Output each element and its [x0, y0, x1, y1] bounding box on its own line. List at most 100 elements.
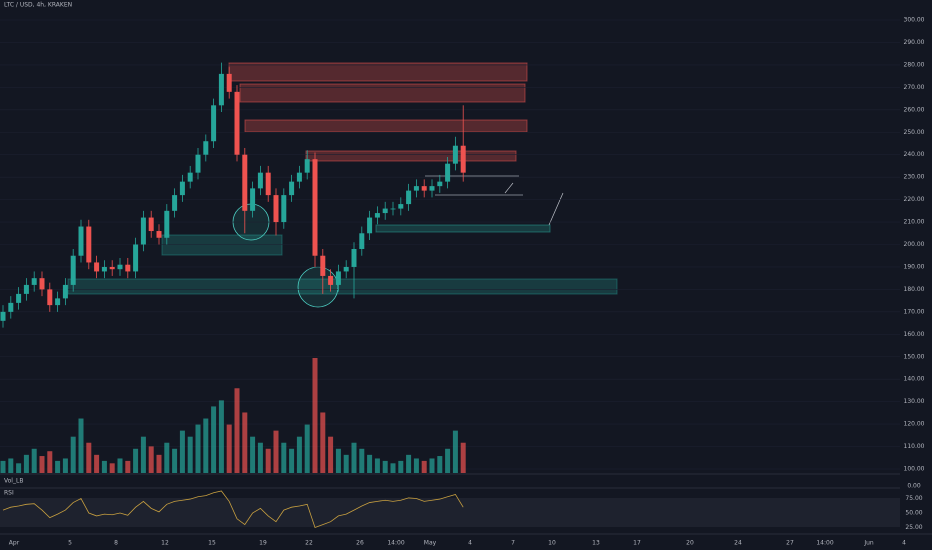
volume-bar — [351, 442, 357, 473]
rsi-line — [2, 490, 464, 529]
volume-bar — [86, 442, 92, 473]
volume-bar — [335, 448, 341, 473]
candle-body — [437, 181, 443, 187]
candle-body — [343, 266, 349, 272]
x-tick-label: May — [424, 540, 437, 547]
candle-body — [8, 302, 14, 312]
candle-body — [226, 73, 232, 92]
rsi-band — [0, 498, 900, 527]
volume-bar — [140, 436, 146, 473]
volume-bar — [234, 388, 240, 473]
candle-body — [203, 141, 209, 155]
supply-zone — [228, 62, 528, 82]
candle-body — [242, 154, 248, 211]
candle-body — [211, 105, 217, 142]
trend-line — [548, 192, 564, 226]
candle-body — [289, 181, 295, 196]
volume-bar — [312, 358, 318, 473]
volume-bar — [8, 458, 14, 473]
candle-body — [47, 289, 53, 306]
candle-body — [23, 284, 29, 294]
volume-bar — [47, 451, 53, 473]
candle-body — [406, 190, 412, 205]
y-tick-label: 200.00 — [904, 241, 925, 248]
supply-zone — [239, 83, 526, 103]
candle-body — [125, 264, 131, 272]
volume-bar — [23, 454, 29, 473]
candle-body — [109, 266, 115, 270]
candle-body — [62, 284, 68, 299]
rsi-tick-label: 75.00 — [905, 495, 922, 502]
y-tick-label: 220.00 — [904, 196, 925, 203]
candle-body — [55, 298, 61, 306]
y-tick-label: 190.00 — [904, 263, 925, 270]
volume-bar — [16, 463, 22, 473]
x-tick-label: 13 — [592, 540, 600, 547]
y-tick-label: 160.00 — [904, 331, 925, 338]
candle-body — [452, 145, 458, 164]
rsi-tick-label: 50.00 — [905, 510, 922, 517]
volume-bar — [125, 460, 131, 473]
volume-bar — [117, 458, 123, 473]
candle-body — [257, 172, 263, 189]
supply-zone — [305, 150, 517, 162]
highlight-circle — [297, 266, 339, 308]
demand-zone — [67, 278, 618, 295]
volume-bar — [187, 436, 193, 473]
volume-bar — [0, 460, 6, 473]
x-tick-label: 4 — [468, 540, 472, 547]
y-tick-label: 290.00 — [904, 39, 925, 46]
volume-bar — [406, 454, 412, 473]
vol-tick-label: 0.00 — [907, 483, 921, 490]
volume-bar — [445, 448, 451, 473]
candle-body — [281, 195, 287, 223]
volume-bar — [421, 460, 427, 473]
volume-bar — [273, 430, 279, 473]
candle-body — [390, 208, 396, 210]
volume-bar — [156, 454, 162, 473]
volume-bar — [437, 456, 443, 473]
candle-body — [374, 213, 380, 218]
demand-zone — [375, 224, 551, 233]
volume-bar — [304, 424, 310, 473]
y-tick-label: 120.00 — [904, 421, 925, 428]
volume-bar — [164, 442, 170, 473]
candle-body — [413, 186, 419, 191]
candle-body — [367, 217, 373, 234]
volume-bar — [226, 424, 232, 473]
candle-body — [16, 293, 22, 303]
y-tick-label: 140.00 — [904, 376, 925, 383]
volume-bar — [133, 448, 139, 473]
candle-body — [117, 264, 123, 270]
volume-bar — [265, 448, 271, 473]
volume-bar — [55, 460, 61, 473]
volume-bar — [398, 460, 404, 473]
volume-bar — [78, 418, 84, 473]
candle-body — [421, 186, 427, 191]
x-tick-label: 15 — [208, 540, 216, 547]
y-tick-label: 110.00 — [904, 443, 925, 450]
candle-body — [335, 271, 341, 285]
candle-body — [234, 91, 240, 155]
candle-body — [250, 188, 256, 211]
indicator-label: RSI — [4, 490, 14, 497]
x-tick-label: 14:00 — [816, 540, 833, 547]
candle-body — [156, 231, 162, 238]
demand-zone — [161, 234, 283, 256]
volume-bar — [320, 412, 326, 473]
x-tick-label: 26 — [356, 540, 364, 547]
x-tick-label: 22 — [305, 540, 313, 547]
x-tick-label: 7 — [511, 540, 515, 547]
candle-body — [31, 278, 37, 285]
chart-title: LTC / USD, 4h, KRAKEN — [4, 2, 72, 9]
x-tick-label: 14:00 — [387, 540, 404, 547]
y-tick-label: 260.00 — [904, 106, 925, 113]
volume-bar — [367, 454, 373, 473]
rsi-tick-label: 25.00 — [905, 524, 922, 531]
candle-body — [320, 255, 326, 276]
candle-body — [94, 262, 100, 272]
y-tick-label: 280.00 — [904, 61, 925, 68]
candle-body — [164, 210, 170, 238]
volume-bar — [172, 448, 178, 473]
